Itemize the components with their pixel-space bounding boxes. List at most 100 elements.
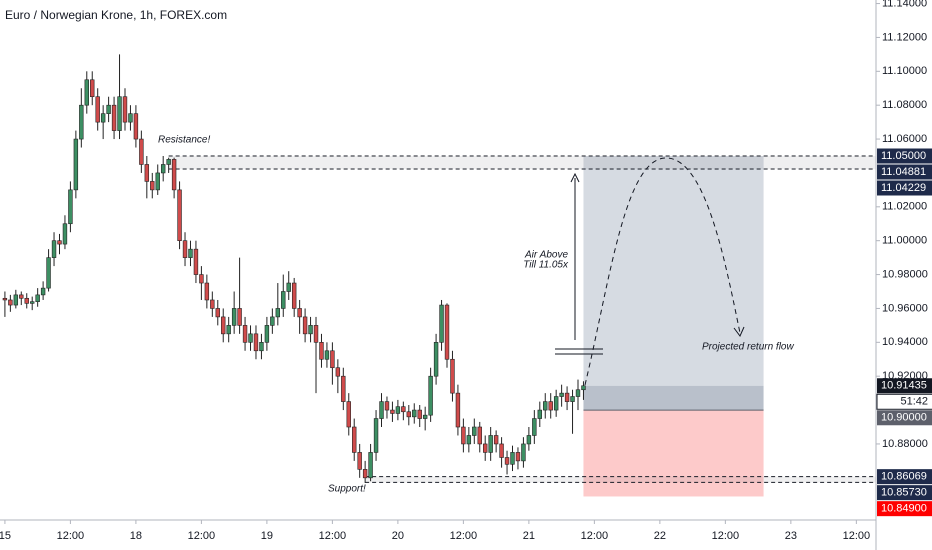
y-tick-label: 11.06000 [882,133,927,145]
candle-body [150,181,155,191]
candle-body [521,443,526,462]
candle-body [319,342,324,360]
candle-body [210,299,215,309]
x-tick-label: 15 [0,530,11,542]
candle-body [515,452,521,462]
candle-body [526,435,532,445]
y-tick-label: 11.02000 [882,201,927,213]
candle-body [182,240,188,258]
y-tick-label: 10.96000 [882,302,928,314]
y-tick-label: 10.94000 [882,336,928,348]
y-tick-label: 10.98000 [882,268,928,280]
x-tick-label: 22 [654,530,666,542]
candle-body [455,392,461,428]
candle-body [84,79,89,106]
candle-body [564,392,570,402]
candle-body [177,189,182,241]
price-label-box [877,410,932,426]
candle-body [188,248,193,258]
candle-body [357,452,362,470]
candle-body [57,240,62,245]
candle-body [570,396,575,402]
candle-body [488,435,493,453]
candle-body [335,367,341,377]
candle-body [139,138,144,165]
annotation: Resistance! [158,135,210,146]
candle-body [122,96,128,123]
candle-body [291,282,297,309]
y-tick-label: 11.00000 [882,235,927,247]
annotation: Support! [328,484,366,495]
arrow-head [570,172,580,183]
candle-body [417,409,422,419]
candle-body [324,350,330,360]
price-label: 10.91435 [881,380,927,392]
candle-body [231,308,237,326]
candle-body [237,308,242,326]
y-tick-label: 11.14000 [882,0,927,9]
zones [168,155,877,497]
price-label: 10.84900 [881,503,927,515]
candle-body [297,308,302,318]
candle-body [461,426,466,445]
candle-body [499,443,504,458]
candle-body [352,426,357,453]
candle-body [373,418,379,453]
price-label: 10.86069 [881,471,927,483]
candle-body [160,164,166,174]
candle-body [559,392,564,397]
candle-body [30,301,35,304]
candle-body [248,333,253,343]
stop-zone [583,410,764,497]
candle-body [13,294,19,306]
y-tick-label: 11.10000 [882,65,927,77]
candle-body [226,325,231,335]
candle-body [581,385,586,391]
candle-body [46,257,51,289]
projected-arrow [733,326,745,337]
candle-body [466,435,472,445]
candle-body [450,358,455,394]
candle-body [302,316,308,335]
annotation: Projected return flow [702,342,794,353]
candle-body [313,325,319,343]
candle-body [401,406,406,413]
x-tick-label: 12:00 [450,530,478,542]
x-tick-label: 21 [523,530,535,542]
target-zone [583,156,764,386]
y-tick-label: 11.12000 [882,31,927,43]
candle-body [144,164,150,182]
candle-body [35,294,40,302]
x-tick-label: 19 [261,530,273,542]
x-tick-label: 12:00 [843,530,871,542]
price-label-box [877,180,932,196]
candle-body [199,274,204,284]
candle-body [215,308,220,318]
candle-body [62,223,68,245]
x-tick-label: 20 [392,530,404,542]
price-label: 10.85730 [881,487,927,499]
candle-body [330,350,335,369]
candle-body [412,409,417,418]
y-tick-label: 11.08000 [882,99,927,111]
candle-body [428,375,433,416]
x-tick-label: 12:00 [188,530,216,542]
candle-body [532,418,537,436]
candle-body [259,342,264,352]
x-tick-label: 12:00 [581,530,609,542]
price-label: 11.05000 [881,150,926,162]
price-label: 11.04229 [881,182,926,194]
candle-body [406,411,411,418]
price-label-box [877,164,932,180]
countdown: 51:42 [900,396,928,408]
candle-body [510,452,515,465]
candle-body [390,409,395,414]
candle-body [286,282,291,292]
candle-body [264,325,270,343]
candle-body [204,282,210,301]
candle-body [548,401,553,411]
x-tick-label: 23 [785,530,797,542]
projected-path [584,157,741,386]
price-label-box [877,501,932,517]
